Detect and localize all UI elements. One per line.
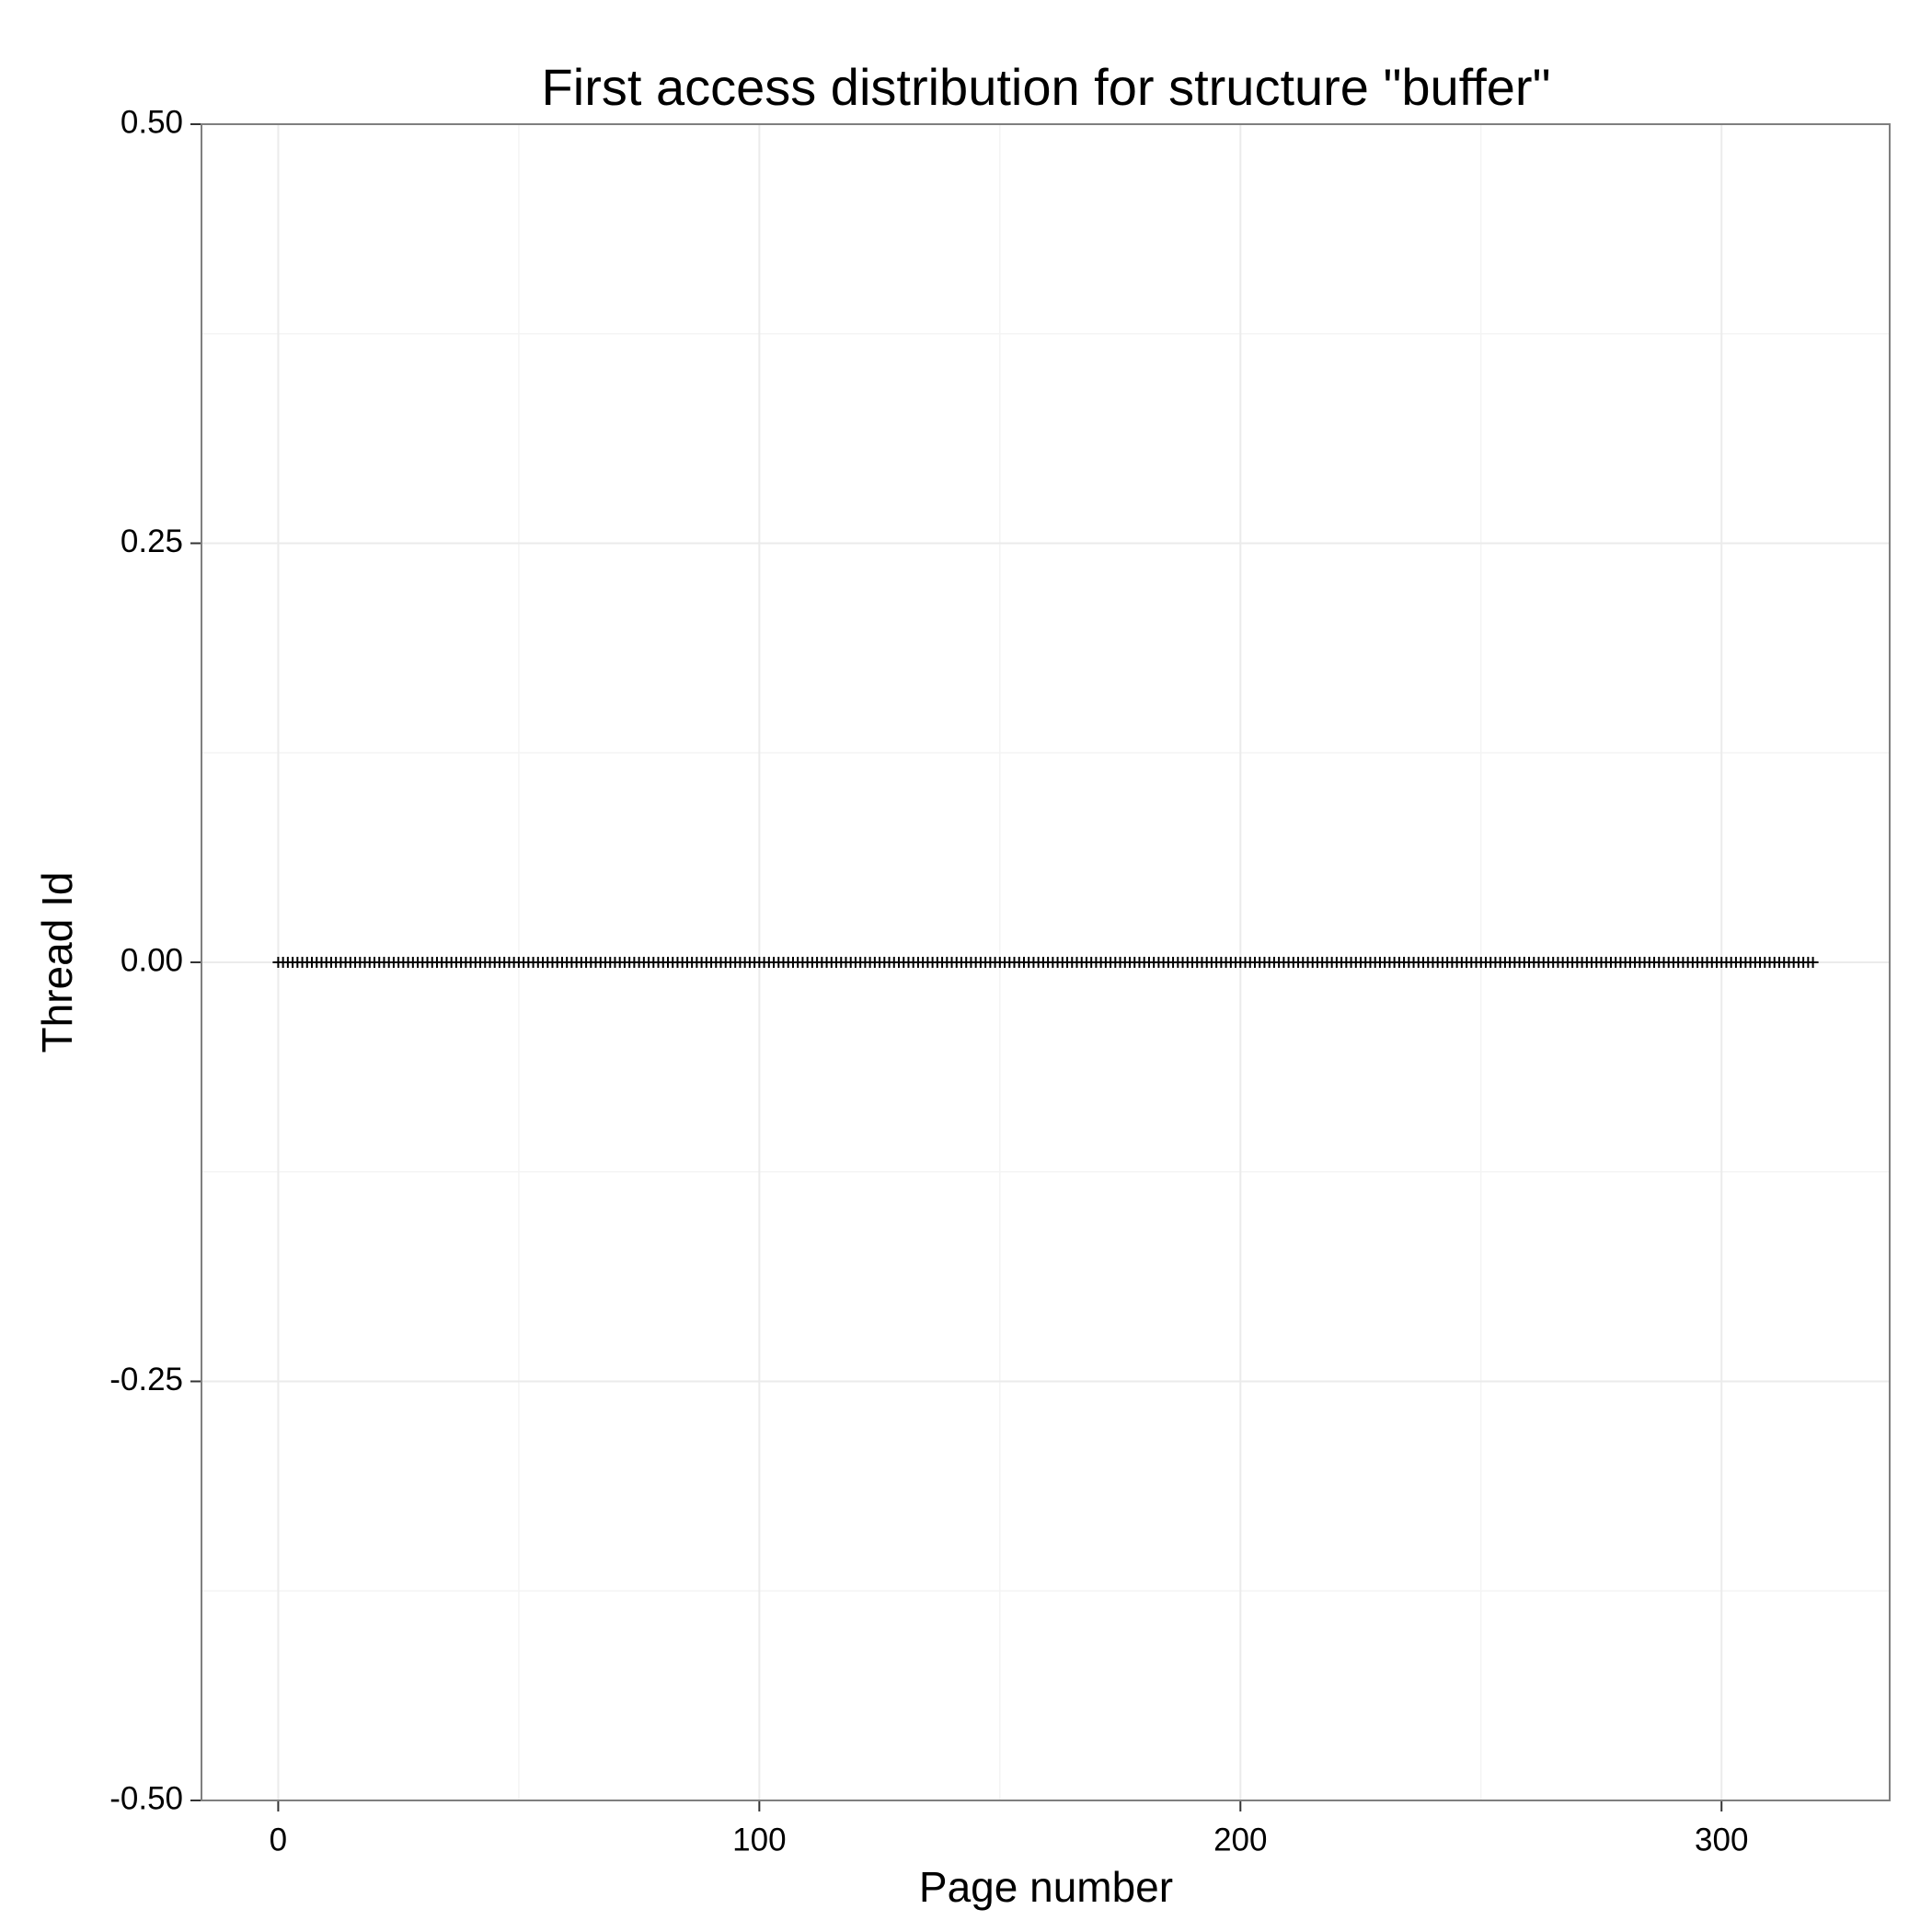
plot-border [201, 123, 1891, 1801]
x-axis-label: Page number [919, 1863, 1173, 1911]
x-tick-label: 300 [1695, 1822, 1748, 1857]
y-tick-label: 0.00 [121, 942, 183, 978]
point [1807, 957, 1819, 968]
y-axis-label: Thread Id [33, 872, 81, 1053]
y-tick-label: -0.50 [109, 1780, 183, 1816]
chart-title: First access distribution for structure … [542, 58, 1551, 116]
y-tick-label: -0.25 [109, 1362, 183, 1397]
x-tick-label: 0 [270, 1822, 287, 1857]
y-tick-label: 0.25 [121, 523, 183, 559]
y-tick-label: 0.50 [121, 104, 183, 140]
x-tick-label: 100 [732, 1822, 786, 1857]
x-tick-label: 200 [1213, 1822, 1267, 1857]
